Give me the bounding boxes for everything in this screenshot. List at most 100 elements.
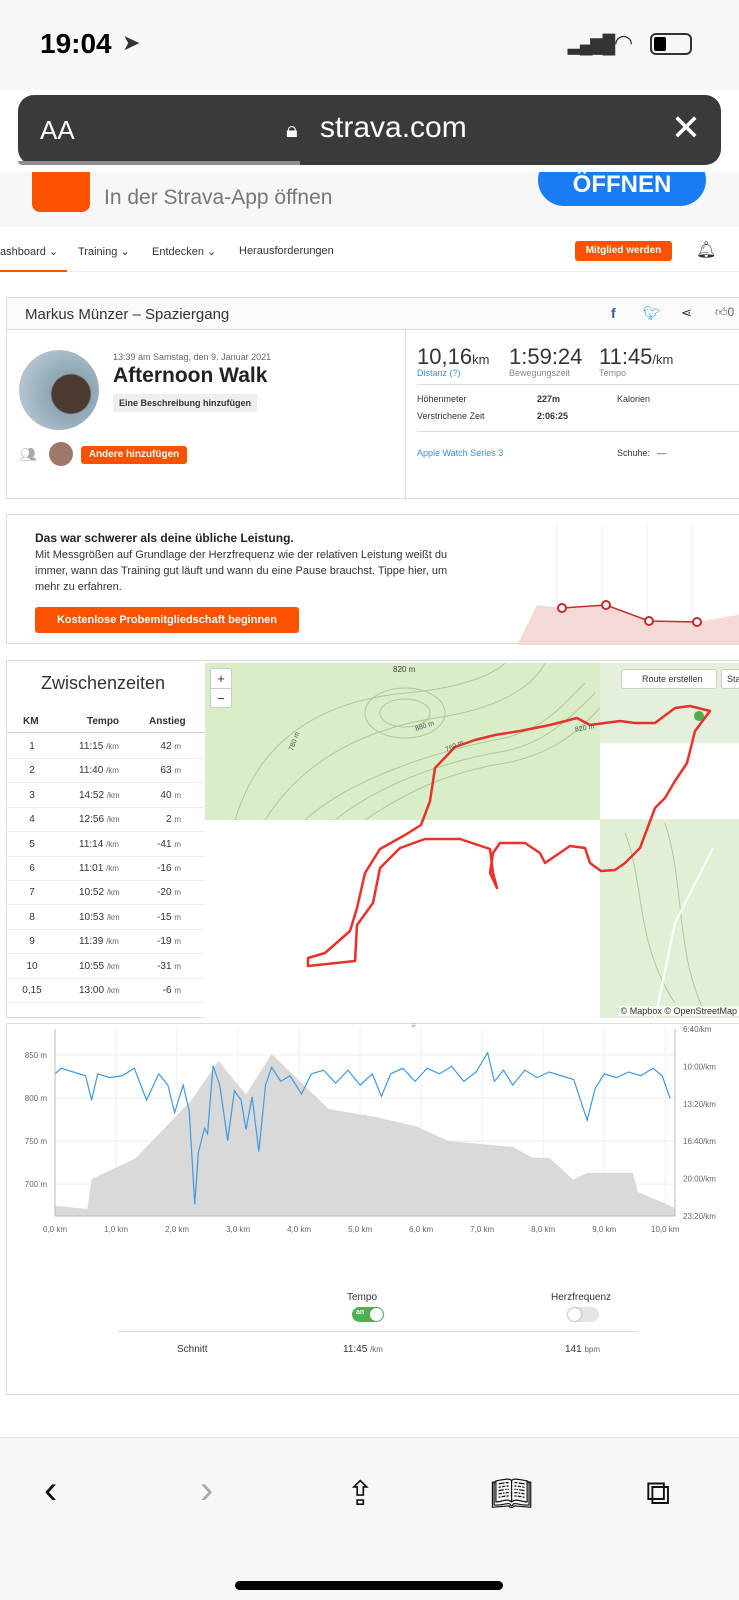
share-icon[interactable]: ⇪ [346, 1475, 375, 1513]
split-pace-value: 11:14 [79, 838, 104, 850]
split-pace-value: 10:55 [79, 960, 105, 972]
split-row[interactable]: 6 11:01 /km -16 m [7, 856, 207, 881]
zoom-in-button[interactable]: + [217, 671, 225, 686]
pace-toggle[interactable]: an [352, 1307, 384, 1322]
athlete-avatar[interactable] [49, 442, 73, 466]
y-right-tick-label: 6:40/km [683, 1025, 712, 1034]
split-elev: -6 m [145, 985, 181, 996]
share-icon[interactable]: ⋖ [681, 305, 692, 320]
elevation-area [55, 1053, 675, 1216]
add-description-button[interactable]: Eine Beschreibung hinzufügen [113, 394, 258, 412]
split-row[interactable]: 4 12:56 /km 2 m [7, 807, 207, 833]
col-elev: Anstieg [149, 716, 186, 727]
url-text[interactable]: strava.com [320, 111, 467, 144]
y-left-tick-label: 800 m [25, 1094, 48, 1103]
y-right-tick-label: 23:20/km [683, 1212, 716, 1221]
y-left-tick-label: 700 m [25, 1180, 48, 1189]
split-row[interactable]: 3 14:52 /km 40 m [7, 783, 207, 808]
split-row[interactable]: 0,15 13:00 /km -6 m [7, 978, 207, 1003]
x-tick-label: 10,0 km [651, 1225, 680, 1234]
split-row[interactable]: 7 10:52 /km -20 m [7, 880, 207, 906]
facebook-icon[interactable]: f [611, 305, 616, 321]
close-icon[interactable]: ✕ [670, 107, 701, 148]
avg-hr-unit: bpm [584, 1345, 601, 1354]
forward-icon[interactable]: › [200, 1468, 214, 1512]
split-elev-value: -6 [162, 985, 172, 996]
unit: m [174, 839, 181, 849]
avg-pace-unit: /km [370, 1345, 383, 1354]
start-trial-button[interactable]: Kostenlose Probemitgliedschaft beginnen [35, 607, 299, 633]
split-row[interactable]: 9 11:39 /km -19 m [7, 929, 207, 955]
activity-header: Markus Münzer – Spaziergang f 🐦︎ ⋖ 👍︎0 [7, 298, 739, 330]
split-row[interactable]: 2 11:40 /km 63 m [7, 758, 207, 784]
kudos-count: 0 [727, 305, 735, 319]
split-pace: 12:56 /km [79, 814, 120, 825]
start-button[interactable]: Star [721, 669, 739, 689]
map-attribution[interactable]: © Mapbox © OpenStreetMap [618, 1006, 739, 1016]
split-pace: 11:14 /km [79, 839, 119, 850]
open-app-button[interactable]: ÖFFNEN [538, 172, 706, 206]
split-km: 2 [29, 765, 35, 777]
splits-header-row: KM Tempo Anstieg [7, 709, 207, 733]
split-pace-value: 12:56 [79, 814, 105, 826]
resize-handle[interactable]: ≡ [411, 1021, 416, 1030]
bookmarks-icon[interactable]: 📖︎ [490, 1475, 534, 1513]
split-km: 3 [29, 789, 35, 801]
tabs-icon[interactable]: ⧉ [646, 1474, 671, 1512]
split-km: 0,15 [22, 985, 42, 996]
split-km: 1 [29, 741, 35, 752]
distance-value: 10,16km [417, 344, 489, 370]
calories-label: Kalorien [617, 394, 651, 404]
join-button[interactable]: Mitglied werden [575, 241, 672, 261]
moving-time-value: 1:59:24 [509, 344, 583, 369]
split-row[interactable]: 8 10:53 /km -15 m [7, 905, 207, 930]
start-marker [694, 711, 704, 721]
zoom-out-button[interactable]: − [211, 688, 231, 708]
device-link[interactable]: Apple Watch Series 3 [417, 448, 504, 458]
x-tick-label: 9,0 km [592, 1225, 616, 1234]
battery-icon [650, 33, 692, 55]
split-elev-value: -19 [157, 936, 172, 948]
elevation-pace-chart[interactable]: 0,0 km 1,0 km 2,0 km 3,0 km 4,0 km 5,0 km 6,0 … [7, 1024, 739, 1264]
back-icon[interactable]: ‹ [44, 1468, 58, 1512]
nav-training[interactable]: Training ⌄ [78, 246, 130, 258]
shoes-value: — [657, 448, 666, 458]
reader-button[interactable]: AA [40, 115, 75, 145]
relative-effort-promo[interactable]: Das war schwerer als deine übliche Leist… [6, 514, 739, 645]
hr-toggle[interactable] [567, 1307, 599, 1322]
elevation-label: Höhenmeter [417, 394, 467, 404]
distance-help-link[interactable]: Distanz (?) [417, 368, 461, 378]
nav-challenges[interactable]: Herausforderungen [239, 245, 334, 257]
lock-icon: 🔒︎ [286, 117, 298, 142]
browser-toolbar: ‹ › ⇪ 📖︎ ⧉ [0, 1437, 739, 1600]
x-tick-label: 7,0 km [470, 1225, 494, 1234]
bell-icon[interactable]: 🔔︎ [696, 242, 717, 259]
y-left-tick-label: 850 m [25, 1051, 48, 1060]
split-row[interactable]: 5 11:14 /km -41 m [7, 832, 207, 857]
split-row[interactable]: 1 11:15 /km 42 m [7, 734, 207, 759]
create-route-button[interactable]: Route erstellen [621, 669, 717, 689]
address-bar[interactable]: AA 🔒︎ strava.com ✕ [18, 95, 721, 165]
avatar[interactable] [19, 350, 99, 430]
status-bar: 19:04 ➤ ▂▄▆█ ◠ [0, 0, 739, 90]
nav-dashboard[interactable]: ashboard ⌄ [0, 245, 67, 272]
add-others-button[interactable]: Andere hinzufügen [81, 446, 187, 464]
split-row[interactable]: 10 10:55 /km -31 m [7, 954, 207, 979]
unit: /km [106, 790, 120, 800]
x-tick-label: 8,0 km [531, 1225, 555, 1234]
split-km: 5 [29, 838, 35, 850]
elevation-value: 227m [537, 394, 561, 404]
split-elev: 40 m [145, 790, 181, 801]
kudos-button[interactable]: 👍︎0 [715, 305, 735, 319]
unit: /km [106, 839, 119, 849]
app-banner[interactable]: In der Strava-App öffnen ÖFFNEN [0, 172, 739, 227]
split-pace-value: 13:00 [79, 985, 105, 996]
twitter-icon[interactable]: 🐦︎ [643, 305, 661, 321]
y-left-tick-label: 750 m [25, 1137, 48, 1146]
y-right-tick-label: 13:20/km [683, 1100, 716, 1109]
elapsed-label: Verstrichene Zeit [417, 411, 485, 421]
nav-explore[interactable]: Entdecken ⌄ [152, 246, 217, 258]
route-line [306, 704, 712, 968]
route-map[interactable]: 880 m 760 m 780 m 820 m 820 m + − Route … [205, 663, 739, 1018]
unit: m [174, 790, 181, 800]
